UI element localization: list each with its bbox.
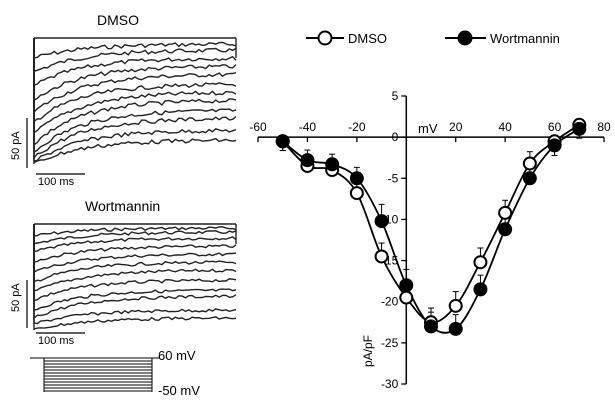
x-tick-label: -20 [348,120,366,134]
data-point-wortmannin [275,134,290,149]
dmso-trace [33,38,237,59]
protocol-high-label: 60 mV [158,348,196,363]
legend-marker-wortmannin [457,30,473,46]
dmso-time-scale-label: 100 ms [38,176,75,188]
x-tick-label: 60 [548,120,562,134]
data-point-dmso [498,205,513,220]
data-point-dmso [374,249,389,264]
data-point-wortmannin [399,278,414,293]
data-point-wortmannin [547,138,562,153]
x-tick-label: 40 [498,120,512,134]
wortmannin-current-scale-label: 50 pA [10,283,22,312]
dmso-trace [33,38,237,102]
wortmannin-trace [33,224,237,311]
legend-label-wortmannin: Wortmannin [490,31,560,46]
data-point-wortmannin [572,121,587,136]
data-point-dmso [349,186,364,201]
wortmannin-trace [33,224,237,283]
data-point-wortmannin [424,319,438,334]
data-point-wortmannin [522,171,537,186]
data-point-dmso [399,290,414,305]
data-point-wortmannin [498,222,513,237]
wortmannin-trace [33,224,237,292]
wortmannin-trace [33,224,237,237]
data-point-dmso [473,255,488,270]
current-trace-panels [26,37,237,392]
data-point-wortmannin [448,321,463,336]
legend-marks [306,30,486,46]
wortmannin-trace [33,224,237,264]
dmso-trace [33,38,237,162]
x-tick-label: -40 [299,120,317,134]
dmso-trace [33,38,237,164]
y-tick-label: -20 [381,295,399,309]
dmso-current-scale-label: 50 pA [10,131,22,160]
wortmannin-trace [33,224,237,330]
legend-label-dmso: DMSO [348,31,387,46]
wortmannin-trace [33,224,237,274]
wortmannin-trace [33,224,237,320]
y-axis-label: pA/pF [361,334,375,367]
wortmannin-panel-title: Wortmannin [85,198,161,214]
dmso-trace [33,38,237,72]
dmso-panel-title: DMSO [97,12,139,28]
data-point-wortmannin [473,282,488,297]
x-tick-label: 80 [597,120,611,134]
data-point-dmso [448,298,463,313]
y-tick-label: 0 [392,130,399,144]
data-point-wortmannin [349,171,364,186]
protocol-low-label: -50 mV [158,383,200,398]
wortmannin-time-scale-label: 100 ms [38,335,75,347]
series-line-0 [282,124,580,324]
data-point-wortmannin [300,153,315,168]
dmso-trace [33,38,237,147]
dmso-trace [33,38,237,154]
dmso-trace [33,38,237,161]
data-point-wortmannin [374,214,389,229]
x-tick-label: 20 [449,120,463,134]
x-tick-label: -60 [249,120,267,134]
y-tick-label: -5 [388,171,399,185]
x-axis-label: mV [418,121,438,136]
iv-series [275,117,587,336]
wortmannin-trace [33,224,237,252]
y-tick-label: 5 [392,89,399,103]
dmso-trace [33,38,237,134]
legend-marker-dmso [317,30,333,46]
dmso-trace [33,38,237,86]
wortmannin-trace [33,224,237,302]
dmso-trace [33,38,237,114]
wortmannin-trace [33,224,237,325]
data-point-dmso [522,156,537,171]
y-tick-label: -25 [381,336,399,350]
data-point-wortmannin [325,157,340,172]
y-tick-label: -30 [381,377,399,391]
wortmannin-trace [33,224,237,245]
dmso-trace [33,38,237,122]
